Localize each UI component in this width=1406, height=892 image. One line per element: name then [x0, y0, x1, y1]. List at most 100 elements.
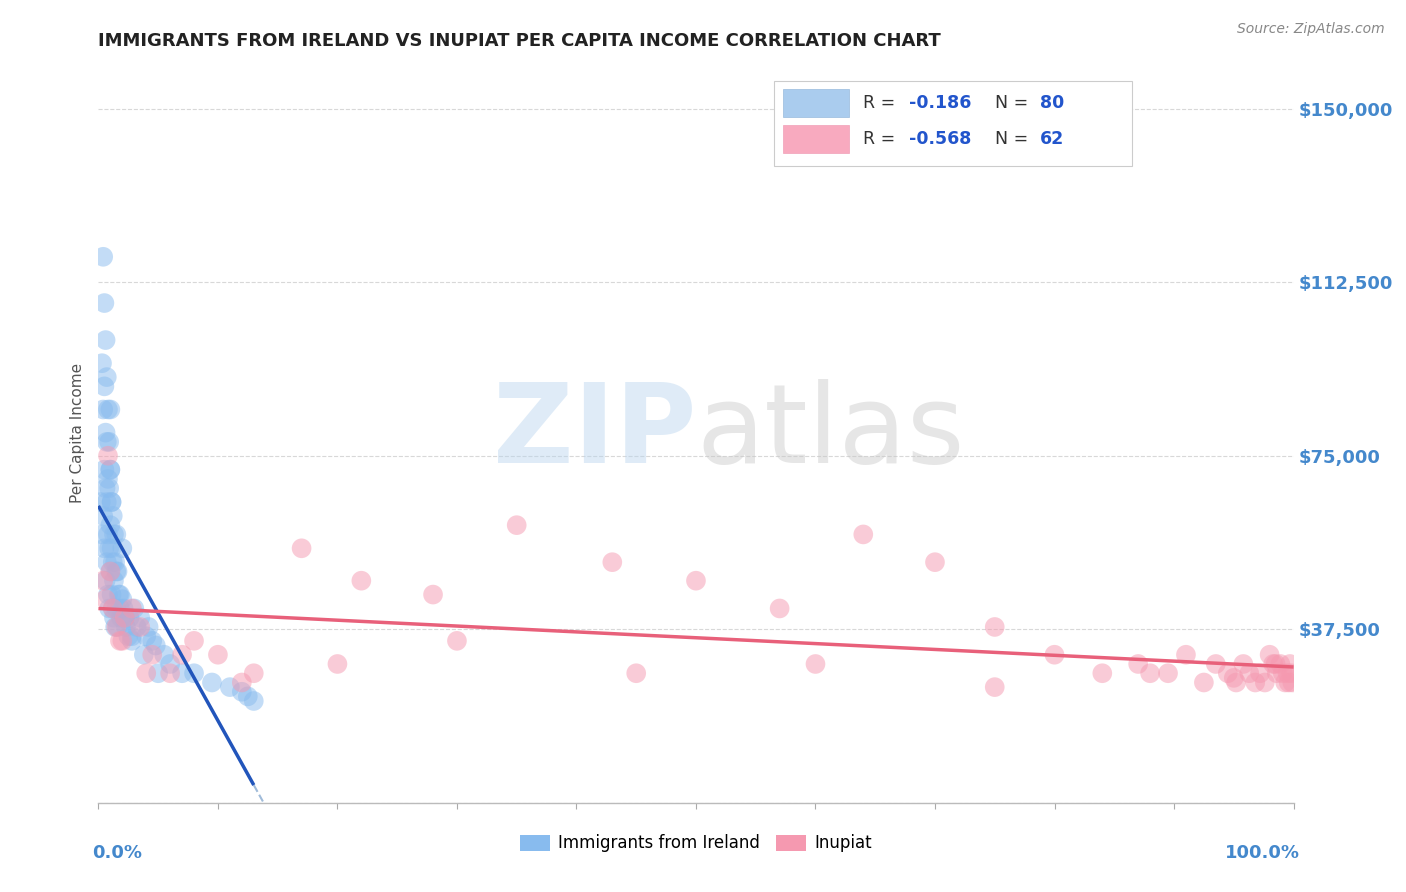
Point	[1175, 648, 1198, 662]
Point	[96, 370, 118, 384]
Point	[101, 601, 124, 615]
Point	[1157, 666, 1180, 681]
Point	[97, 449, 120, 463]
Point	[804, 657, 827, 671]
Point	[101, 555, 124, 569]
Point	[1278, 657, 1301, 671]
Point	[1139, 666, 1161, 681]
Point	[138, 620, 160, 634]
Point	[98, 402, 122, 417]
Point	[107, 620, 129, 634]
Point	[103, 527, 125, 541]
Point	[1091, 666, 1114, 681]
Point	[129, 620, 152, 634]
Point	[1274, 675, 1296, 690]
Point	[626, 666, 648, 681]
Point	[132, 648, 155, 662]
Point	[101, 508, 124, 523]
Point	[98, 601, 121, 615]
Point	[94, 592, 117, 607]
Point	[107, 565, 129, 579]
Point	[1249, 666, 1271, 681]
Point	[111, 541, 134, 556]
Point	[97, 527, 120, 541]
Point	[97, 472, 120, 486]
Point	[114, 610, 136, 624]
Point	[93, 462, 115, 476]
Point	[96, 434, 118, 449]
Point	[111, 592, 134, 607]
Point	[115, 620, 138, 634]
Text: N =: N =	[995, 129, 1033, 148]
Point	[121, 629, 143, 643]
Point	[1216, 666, 1239, 681]
Point	[96, 555, 118, 569]
Point	[1239, 666, 1261, 681]
Point	[100, 588, 122, 602]
Point	[98, 565, 122, 579]
Point	[118, 610, 141, 624]
Point	[231, 675, 253, 690]
Point	[124, 601, 146, 615]
Point	[141, 633, 163, 648]
Point	[159, 657, 181, 671]
Point	[1281, 675, 1303, 690]
Point	[1264, 657, 1286, 671]
Point	[243, 666, 266, 681]
Point	[101, 601, 124, 615]
Point	[111, 633, 134, 648]
Point	[98, 434, 121, 449]
Point	[94, 425, 117, 440]
Point	[91, 508, 114, 523]
Point	[291, 541, 314, 556]
Point	[97, 402, 120, 417]
Text: 100.0%: 100.0%	[1225, 844, 1299, 862]
Point	[108, 588, 131, 602]
Point	[1258, 648, 1281, 662]
Point	[1232, 657, 1254, 671]
Text: atlas: atlas	[696, 379, 965, 486]
Point	[141, 648, 163, 662]
Point	[105, 601, 128, 615]
Point	[112, 601, 135, 615]
Point	[125, 620, 148, 634]
Point	[135, 666, 157, 681]
Point	[145, 639, 167, 653]
Point	[1205, 657, 1227, 671]
Point	[91, 402, 114, 417]
FancyBboxPatch shape	[773, 81, 1132, 166]
Text: R =: R =	[863, 129, 901, 148]
Text: 0.0%: 0.0%	[93, 844, 142, 862]
Point	[108, 601, 131, 615]
Point	[219, 680, 242, 694]
Point	[207, 648, 229, 662]
Point	[1277, 666, 1299, 681]
Point	[1271, 666, 1294, 681]
Point	[93, 379, 115, 393]
Point	[159, 666, 181, 681]
Point	[1223, 671, 1246, 685]
Text: 62: 62	[1040, 129, 1064, 148]
Point	[129, 610, 152, 624]
Point	[121, 601, 143, 615]
Text: IMMIGRANTS FROM IRELAND VS INUPIAT PER CAPITA INCOME CORRELATION CHART: IMMIGRANTS FROM IRELAND VS INUPIAT PER C…	[98, 32, 941, 50]
Point	[984, 620, 1007, 634]
Point	[685, 574, 707, 588]
Point	[94, 481, 117, 495]
Point	[108, 633, 131, 648]
Point	[172, 666, 194, 681]
Point	[98, 481, 121, 495]
Point	[114, 610, 136, 624]
Point	[236, 690, 259, 704]
Point	[100, 495, 122, 509]
Point	[98, 518, 122, 533]
Text: ZIP: ZIP	[492, 379, 696, 486]
Point	[148, 666, 170, 681]
Point	[924, 555, 946, 569]
Point	[769, 601, 792, 615]
Point	[602, 555, 624, 569]
Point	[135, 629, 157, 643]
Bar	[783, 125, 849, 153]
Point	[94, 574, 117, 588]
Text: -0.186: -0.186	[908, 95, 972, 112]
